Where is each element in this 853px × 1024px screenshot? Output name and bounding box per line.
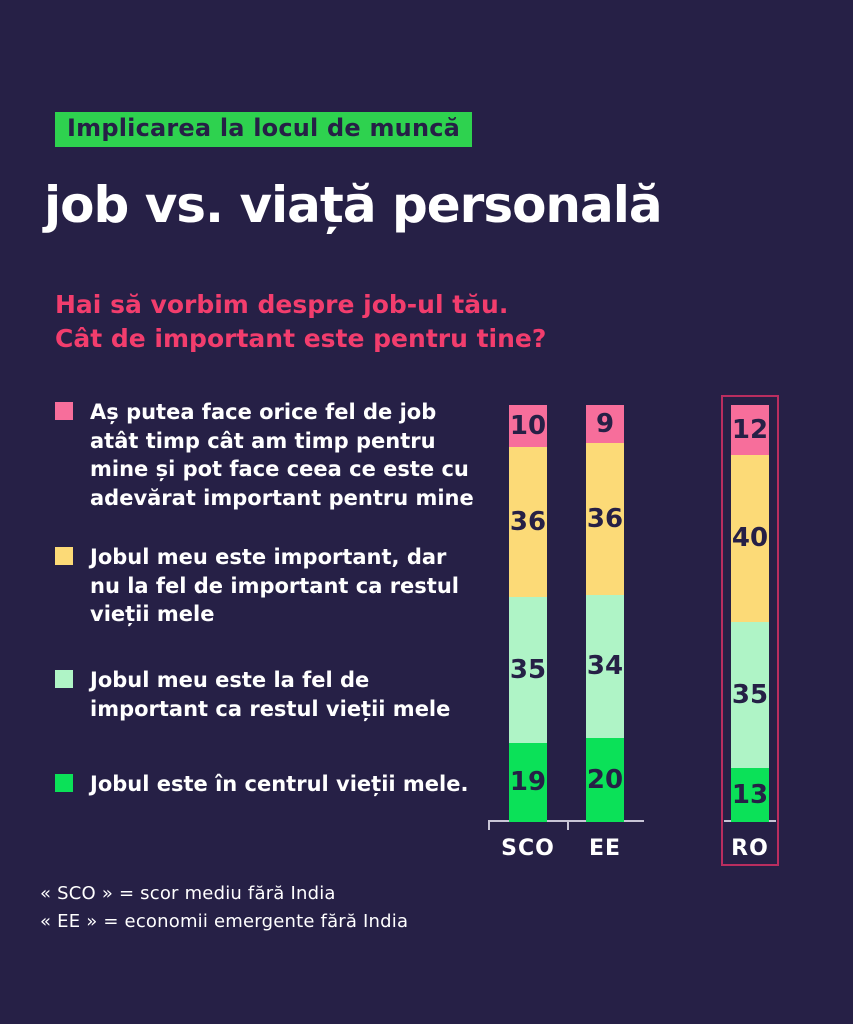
legend-swatch-icon: [55, 402, 73, 420]
category-badge: Implicarea la locul de muncă: [55, 112, 473, 147]
segment-value-label: 10: [509, 410, 547, 441]
axis-tick: [567, 820, 569, 830]
segment-value-label: 13: [731, 779, 769, 810]
bar-segment: 12: [731, 405, 769, 456]
category-label-sco: SCO: [501, 836, 555, 861]
bar-segment: 35: [731, 621, 769, 768]
stacked-bar-ee: 9 36 34 20: [586, 405, 624, 822]
bar-segment: 36: [509, 446, 547, 597]
segment-value-label: 36: [586, 503, 624, 534]
segment-value-label: 9: [595, 408, 615, 439]
subtitle: Hai să vorbim despre job-ul tău. Cât de …: [55, 288, 546, 356]
footnote-ee: « EE » = economii emergente fără India: [40, 911, 409, 932]
bar-segment: 34: [586, 594, 624, 738]
legend-item: Jobul este în centrul vieții mele.: [55, 770, 480, 799]
ro-highlight-box: [721, 395, 779, 866]
legend-swatch-icon: [55, 547, 73, 565]
legend-item: Jobul meu este important, dar nu la fel …: [55, 543, 480, 629]
subtitle-line-1: Hai să vorbim despre job-ul tău.: [55, 290, 509, 319]
stacked-bar-ro: 12 40 35 13: [731, 405, 769, 822]
category-label-ro: RO: [731, 836, 769, 861]
legend-item-label: Jobul meu este la fel de important ca re…: [90, 668, 451, 721]
bar-segment: 13: [731, 767, 769, 822]
segment-value-label: 20: [586, 764, 624, 795]
legend-swatch-icon: [55, 670, 73, 688]
category-label-ee: EE: [588, 836, 622, 861]
legend-swatch-icon: [55, 774, 73, 792]
segment-value-label: 35: [731, 679, 769, 710]
legend-item: Aș putea face orice fel de job atât timp…: [55, 398, 480, 512]
axis-tick: [488, 820, 490, 830]
bar-segment: 40: [731, 455, 769, 622]
segment-value-label: 40: [731, 523, 769, 554]
axis-baseline: [488, 820, 644, 822]
bar-segment: 20: [586, 737, 624, 822]
bar-segment: 9: [586, 405, 624, 443]
segment-value-label: 36: [509, 506, 547, 537]
segment-value-label: 35: [509, 654, 547, 685]
segment-value-label: 19: [509, 767, 547, 798]
legend-item: Jobul meu este la fel de important ca re…: [55, 666, 480, 723]
segment-value-label: 34: [586, 651, 624, 682]
footnote-sco: « SCO » = scor mediu fără India: [40, 883, 336, 904]
page-title: job vs. viață personală: [44, 176, 663, 234]
legend-item-label: Aș putea face orice fel de job atât timp…: [90, 400, 474, 510]
bar-segment: 10: [509, 405, 547, 447]
segment-value-label: 12: [731, 415, 769, 446]
legend-item-label: Jobul este în centrul vieții mele.: [90, 772, 469, 796]
subtitle-line-2: Cât de important este pentru tine?: [55, 324, 547, 353]
bar-segment: 35: [509, 596, 547, 743]
legend-item-label: Jobul meu este important, dar nu la fel …: [90, 545, 459, 626]
stacked-bar-sco: 10 36 35 19: [509, 405, 547, 822]
bar-segment: 36: [586, 442, 624, 595]
bar-segment: 19: [509, 742, 547, 822]
